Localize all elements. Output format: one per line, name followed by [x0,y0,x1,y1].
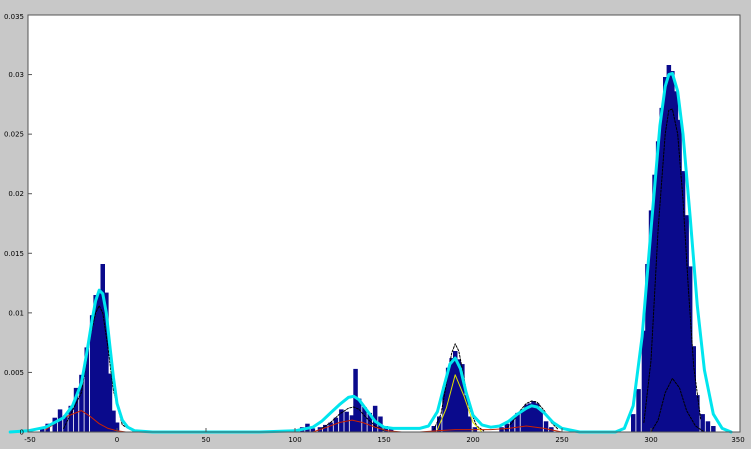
histogram-bar [114,422,120,432]
density-curve-line [436,374,483,433]
histogram-bar [442,386,447,432]
histogram-bar [97,292,102,432]
y-tick-label: 0.02 [8,190,24,198]
histogram-bar [663,77,668,432]
histogram-bar [538,410,543,432]
histogram-bar [104,292,109,432]
histogram-bars [40,65,716,433]
histogram-bar [636,389,641,432]
histogram-bar [349,415,355,432]
y-tick-label: 0.035 [4,13,24,21]
histogram-bar [367,412,372,432]
plot-area [28,15,740,432]
histogram-bar [344,411,349,432]
histogram-bar [339,409,344,432]
histogram-bar [449,358,454,432]
histogram-bar [666,65,672,432]
histogram-bar [515,412,520,432]
histogram-bar [680,171,686,432]
histogram-bar [673,91,679,433]
histogram-bar [687,266,693,432]
histogram-bar [695,395,700,432]
histogram-bar [328,422,333,432]
density-curve-line [419,425,563,433]
histogram-bar [499,427,504,432]
x-tick-label: 300 [644,436,657,444]
y-tick-label: 0.01 [8,309,24,317]
histogram-bar [670,71,675,432]
histogram-bar [84,347,89,432]
density-curves [8,71,733,434]
histogram-bar [527,403,533,432]
histogram-bar [93,295,98,432]
histogram-bar [460,364,465,432]
x-tick-label: 100 [288,436,301,444]
histogram-bar [107,373,113,432]
x-tick-label: 150 [377,436,390,444]
component-dashed-line [643,108,702,423]
histogram-bar [524,404,529,432]
x-tick-label: 350 [731,436,744,444]
histogram-bar [531,401,536,432]
component-dashed-line [504,400,559,431]
histogram-bar [534,403,540,432]
y-tick-label: 0.03 [8,71,24,79]
x-tick-label: -50 [24,436,35,444]
density-curve-line [8,71,733,434]
histogram-bar [388,428,394,432]
axis-ticks: -50 0 50 100 150 200 250 300 35000.0050.010.0150… [4,13,745,444]
histogram-bar [691,346,696,432]
histogram-bar [383,426,389,432]
histogram-bar [543,421,549,432]
histogram-bar [100,264,105,432]
histogram-bar [40,428,45,432]
histogram-bar [677,119,682,433]
y-tick-label: 0.015 [4,250,24,258]
component-dashed-line [321,406,385,432]
histogram-bar [711,426,716,432]
histogram-bar [467,416,472,432]
histogram-bar [648,210,654,432]
histogram-bar [111,410,116,432]
histogram-bar [684,215,689,432]
histogram-bar [463,395,469,432]
density-curve-line [45,410,127,433]
histogram-bar [631,414,636,432]
histogram-bar [456,359,461,432]
histogram-bar [353,368,358,432]
histogram-bar [705,421,711,432]
histogram-bar [68,405,73,432]
histogram-bar [700,414,705,432]
x-tick-label: 200 [466,436,479,444]
histogram-bar [333,417,339,432]
histogram-bar [641,330,647,432]
histogram-bar [323,424,328,432]
histogram-bar [79,374,84,432]
histogram-bar [655,141,661,433]
histogram-bar [659,107,664,433]
x-tick-label: 50 [202,436,211,444]
x-tick-label: 250 [555,436,568,444]
x-tick-label: 0 [115,436,119,444]
histogram-bar [356,398,362,432]
histogram-bar [504,423,510,432]
histogram-bar [52,417,57,432]
y-tick-label: 0.025 [4,131,24,139]
histogram-bar [73,387,79,432]
histogram-bar [89,315,95,432]
y-tick-label: 0.005 [4,369,24,377]
y-tick-label: 0 [20,429,24,437]
histogram-bar [453,351,458,432]
component-dashed-line [650,377,705,433]
histogram-bar [509,418,515,432]
histogram-bar [362,407,367,432]
density-curve-line [312,419,403,433]
histogram-bar [310,428,316,432]
histogram-bar [645,264,650,432]
histogram-bar [520,409,526,432]
